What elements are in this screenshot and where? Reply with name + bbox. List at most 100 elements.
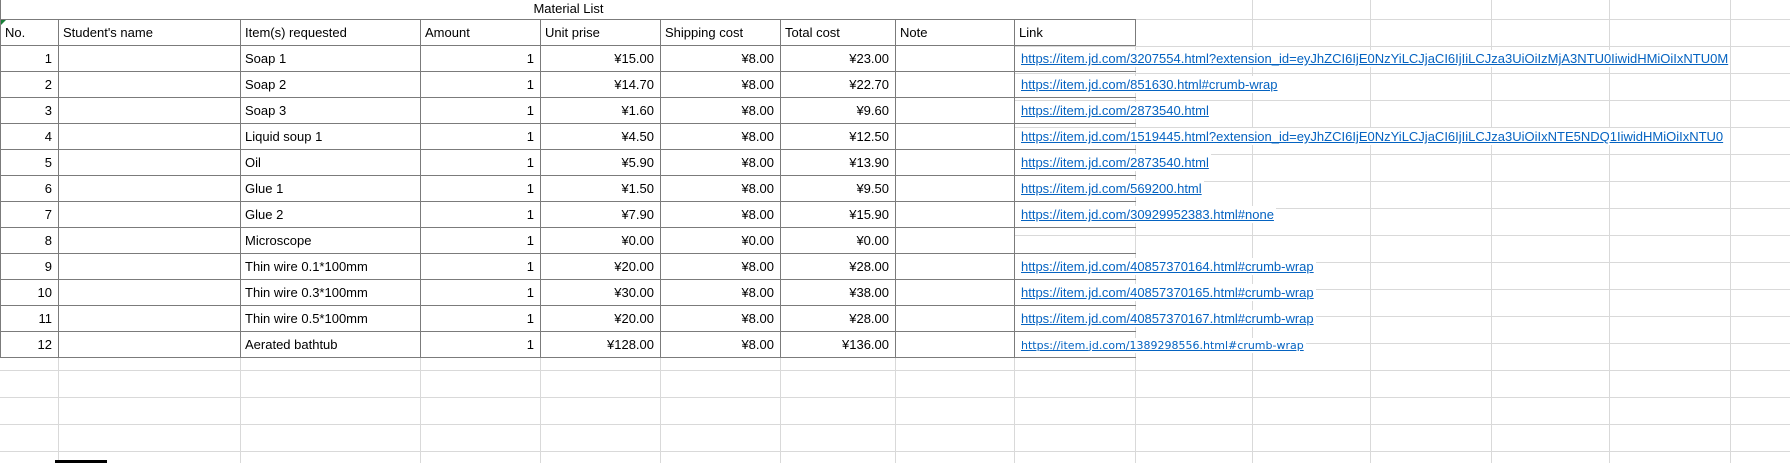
cell-amount[interactable]: 1 xyxy=(420,305,541,332)
cell-amount[interactable]: 1 xyxy=(420,71,541,98)
cell-link[interactable]: https://item.jd.com/1519445.html?extensi… xyxy=(1014,123,1726,150)
cell-item[interactable]: Liquid soup 1 xyxy=(240,123,421,150)
cell-amount[interactable]: 1 xyxy=(420,45,541,72)
column-header-student[interactable]: Student's name xyxy=(58,19,241,46)
cell-no[interactable]: 11 xyxy=(0,305,59,332)
cell-shipping[interactable]: ¥8.00 xyxy=(660,97,781,124)
cell-shipping[interactable]: ¥8.00 xyxy=(660,305,781,332)
item-link[interactable]: https://item.jd.com/30929952383.html#non… xyxy=(1015,206,1276,223)
cell-total[interactable]: ¥9.50 xyxy=(780,175,896,202)
cell-shipping[interactable]: ¥8.00 xyxy=(660,45,781,72)
cell-student[interactable] xyxy=(58,201,241,228)
cell-unit_price[interactable]: ¥14.70 xyxy=(540,71,661,98)
cell-student[interactable] xyxy=(58,305,241,332)
cell-link[interactable]: https://item.jd.com/1389298556.html#crum… xyxy=(1014,331,1306,358)
column-header-link[interactable]: Link xyxy=(1014,19,1136,46)
cell-total[interactable]: ¥0.00 xyxy=(780,227,896,254)
cell-unit_price[interactable]: ¥0.00 xyxy=(540,227,661,254)
cell-note[interactable] xyxy=(895,253,1015,280)
item-link[interactable]: https://item.jd.com/40857370165.html#cru… xyxy=(1015,284,1316,301)
cell-item[interactable]: Glue 2 xyxy=(240,201,421,228)
cell-no[interactable]: 9 xyxy=(0,253,59,280)
cell-total[interactable]: ¥23.00 xyxy=(780,45,896,72)
cell-item[interactable]: Soap 2 xyxy=(240,71,421,98)
cell-unit_price[interactable]: ¥1.50 xyxy=(540,175,661,202)
column-header-no[interactable]: No. xyxy=(0,19,59,46)
cell-student[interactable] xyxy=(58,123,241,150)
cell-note[interactable] xyxy=(895,279,1015,306)
column-header-item[interactable]: Item(s) requested xyxy=(240,19,421,46)
cell-total[interactable]: ¥136.00 xyxy=(780,331,896,358)
cell-link[interactable]: https://item.jd.com/569200.html xyxy=(1014,175,1204,202)
cell-total[interactable]: ¥13.90 xyxy=(780,149,896,176)
cell-item[interactable]: Thin wire 0.1*100mm xyxy=(240,253,421,280)
cell-unit_price[interactable]: ¥1.60 xyxy=(540,97,661,124)
cell-item[interactable]: Soap 3 xyxy=(240,97,421,124)
item-link[interactable]: https://item.jd.com/40857370167.html#cru… xyxy=(1015,310,1316,327)
cell-link[interactable]: https://item.jd.com/2873540.html xyxy=(1014,97,1211,124)
cell-unit_price[interactable]: ¥15.00 xyxy=(540,45,661,72)
cell-no[interactable]: 4 xyxy=(0,123,59,150)
item-link[interactable]: https://item.jd.com/1519445.html?extensi… xyxy=(1015,128,1726,145)
cell-student[interactable] xyxy=(58,45,241,72)
item-link[interactable]: https://item.jd.com/851630.html#crumb-wr… xyxy=(1015,76,1280,93)
cell-unit_price[interactable]: ¥5.90 xyxy=(540,149,661,176)
cell-no[interactable]: 7 xyxy=(0,201,59,228)
cell-total[interactable]: ¥15.90 xyxy=(780,201,896,228)
cell-item[interactable]: Glue 1 xyxy=(240,175,421,202)
cell-amount[interactable]: 1 xyxy=(420,227,541,254)
cell-no[interactable]: 3 xyxy=(0,97,59,124)
cell-shipping[interactable]: ¥8.00 xyxy=(660,201,781,228)
cell-link[interactable]: https://item.jd.com/40857370167.html#cru… xyxy=(1014,305,1316,332)
cell-student[interactable] xyxy=(58,227,241,254)
cell-amount[interactable]: 1 xyxy=(420,331,541,358)
cell-no[interactable]: 12 xyxy=(0,331,59,358)
cell-student[interactable] xyxy=(58,279,241,306)
cell-item[interactable]: Thin wire 0.5*100mm xyxy=(240,305,421,332)
cell-note[interactable] xyxy=(895,97,1015,124)
cell-unit_price[interactable]: ¥20.00 xyxy=(540,305,661,332)
cell-shipping[interactable]: ¥8.00 xyxy=(660,71,781,98)
cell-student[interactable] xyxy=(58,331,241,358)
cell-unit_price[interactable]: ¥7.90 xyxy=(540,201,661,228)
cell-item[interactable]: Microscope xyxy=(240,227,421,254)
cell-item[interactable]: Oil xyxy=(240,149,421,176)
cell-amount[interactable]: 1 xyxy=(420,149,541,176)
cell-note[interactable] xyxy=(895,227,1015,254)
cell-total[interactable]: ¥28.00 xyxy=(780,305,896,332)
cell-no[interactable]: 8 xyxy=(0,227,59,254)
cell-unit_price[interactable]: ¥128.00 xyxy=(540,331,661,358)
column-header-total[interactable]: Total cost xyxy=(780,19,896,46)
cell-shipping[interactable]: ¥8.00 xyxy=(660,123,781,150)
cell-shipping[interactable]: ¥8.00 xyxy=(660,331,781,358)
cell-note[interactable] xyxy=(895,305,1015,332)
title-merged-cell[interactable]: Material List xyxy=(0,0,1136,19)
cell-note[interactable] xyxy=(895,331,1015,358)
cell-link[interactable]: https://item.jd.com/3207554.html?extensi… xyxy=(1014,45,1731,72)
cell-amount[interactable]: 1 xyxy=(420,253,541,280)
cell-shipping[interactable]: ¥8.00 xyxy=(660,279,781,306)
cell-unit_price[interactable]: ¥20.00 xyxy=(540,253,661,280)
cell-shipping[interactable]: ¥8.00 xyxy=(660,149,781,176)
cell-amount[interactable]: 1 xyxy=(420,279,541,306)
cell-unit_price[interactable]: ¥4.50 xyxy=(540,123,661,150)
cell-unit_price[interactable]: ¥30.00 xyxy=(540,279,661,306)
cell-no[interactable]: 5 xyxy=(0,149,59,176)
item-link[interactable]: https://item.jd.com/40857370164.html#cru… xyxy=(1015,258,1316,275)
cell-amount[interactable]: 1 xyxy=(420,123,541,150)
cell-amount[interactable]: 1 xyxy=(420,201,541,228)
cell-link[interactable]: https://item.jd.com/30929952383.html#non… xyxy=(1014,201,1276,228)
cell-note[interactable] xyxy=(895,149,1015,176)
cell-student[interactable] xyxy=(58,97,241,124)
cell-total[interactable]: ¥28.00 xyxy=(780,253,896,280)
item-link[interactable]: https://item.jd.com/2873540.html xyxy=(1015,154,1211,171)
cell-link[interactable]: https://item.jd.com/851630.html#crumb-wr… xyxy=(1014,71,1280,98)
cell-no[interactable]: 10 xyxy=(0,279,59,306)
cell-link[interactable]: https://item.jd.com/2873540.html xyxy=(1014,149,1211,176)
cell-student[interactable] xyxy=(58,71,241,98)
cell-total[interactable]: ¥12.50 xyxy=(780,123,896,150)
cell-total[interactable]: ¥9.60 xyxy=(780,97,896,124)
cell-total[interactable]: ¥38.00 xyxy=(780,279,896,306)
cell-shipping[interactable]: ¥0.00 xyxy=(660,227,781,254)
cell-link[interactable]: https://item.jd.com/40857370165.html#cru… xyxy=(1014,279,1316,306)
